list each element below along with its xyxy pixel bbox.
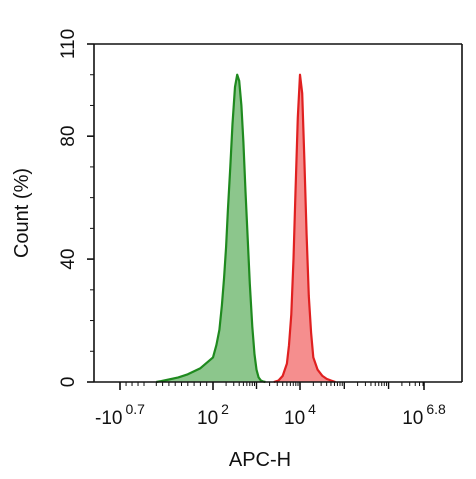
series-line-1 — [156, 73, 266, 384]
axis-layer — [93, 43, 463, 383]
x-tick-label: 10 6.8 — [402, 401, 446, 429]
y-tick-label: 80 — [58, 126, 79, 147]
x-tick-label: 10 2 — [197, 401, 229, 429]
x-ticks: -10 0.7 10 2 10 4 10 6.8 — [95, 382, 446, 429]
y-tick-label: 110 — [58, 29, 79, 59]
y-tick-label: 0 — [58, 377, 79, 388]
y-axis-label: Count (%) — [11, 168, 33, 258]
series-layer — [156, 73, 336, 384]
x-tick-label: 10 4 — [284, 401, 316, 429]
x-axis-label: APC-H — [229, 449, 291, 471]
series-area-2 — [273, 74, 336, 382]
y-tick-label: 40 — [58, 249, 79, 270]
series-area-1 — [156, 74, 266, 382]
series-line-2 — [273, 73, 336, 384]
y-ticks: 0 40 80 110 — [58, 29, 94, 387]
x-tick-label: -10 0.7 — [95, 401, 145, 429]
